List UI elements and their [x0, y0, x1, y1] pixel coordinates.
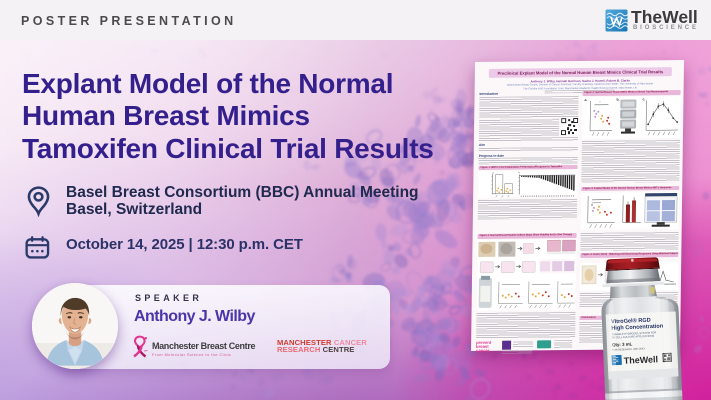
svg-text:b.: b.: [616, 98, 619, 102]
svg-text:FOR RESEARCH USE ONLY: FOR RESEARCH USE ONLY: [612, 347, 645, 351]
svg-text:TheWell: TheWell: [624, 354, 659, 365]
svg-text:*: *: [599, 100, 601, 104]
svg-text:a.: a.: [584, 98, 587, 102]
svg-text:a.: a.: [492, 172, 494, 174]
svg-text:c.: c.: [642, 97, 645, 101]
svg-text:VitroGel® RGD: VitroGel® RGD: [611, 317, 651, 326]
svg-text:Qty: 3 mL: Qty: 3 mL: [612, 341, 633, 347]
svg-text:TUNABLE HYDROGEL SYSTEM FOR: TUNABLE HYDROGEL SYSTEM FOR: [611, 330, 656, 336]
svg-text:High Concentration: High Concentration: [611, 324, 664, 332]
svg-text:3D CELL CULTURE APPLICATIONS: 3D CELL CULTURE APPLICATIONS: [612, 334, 655, 340]
svg-text:b.: b.: [518, 172, 520, 174]
